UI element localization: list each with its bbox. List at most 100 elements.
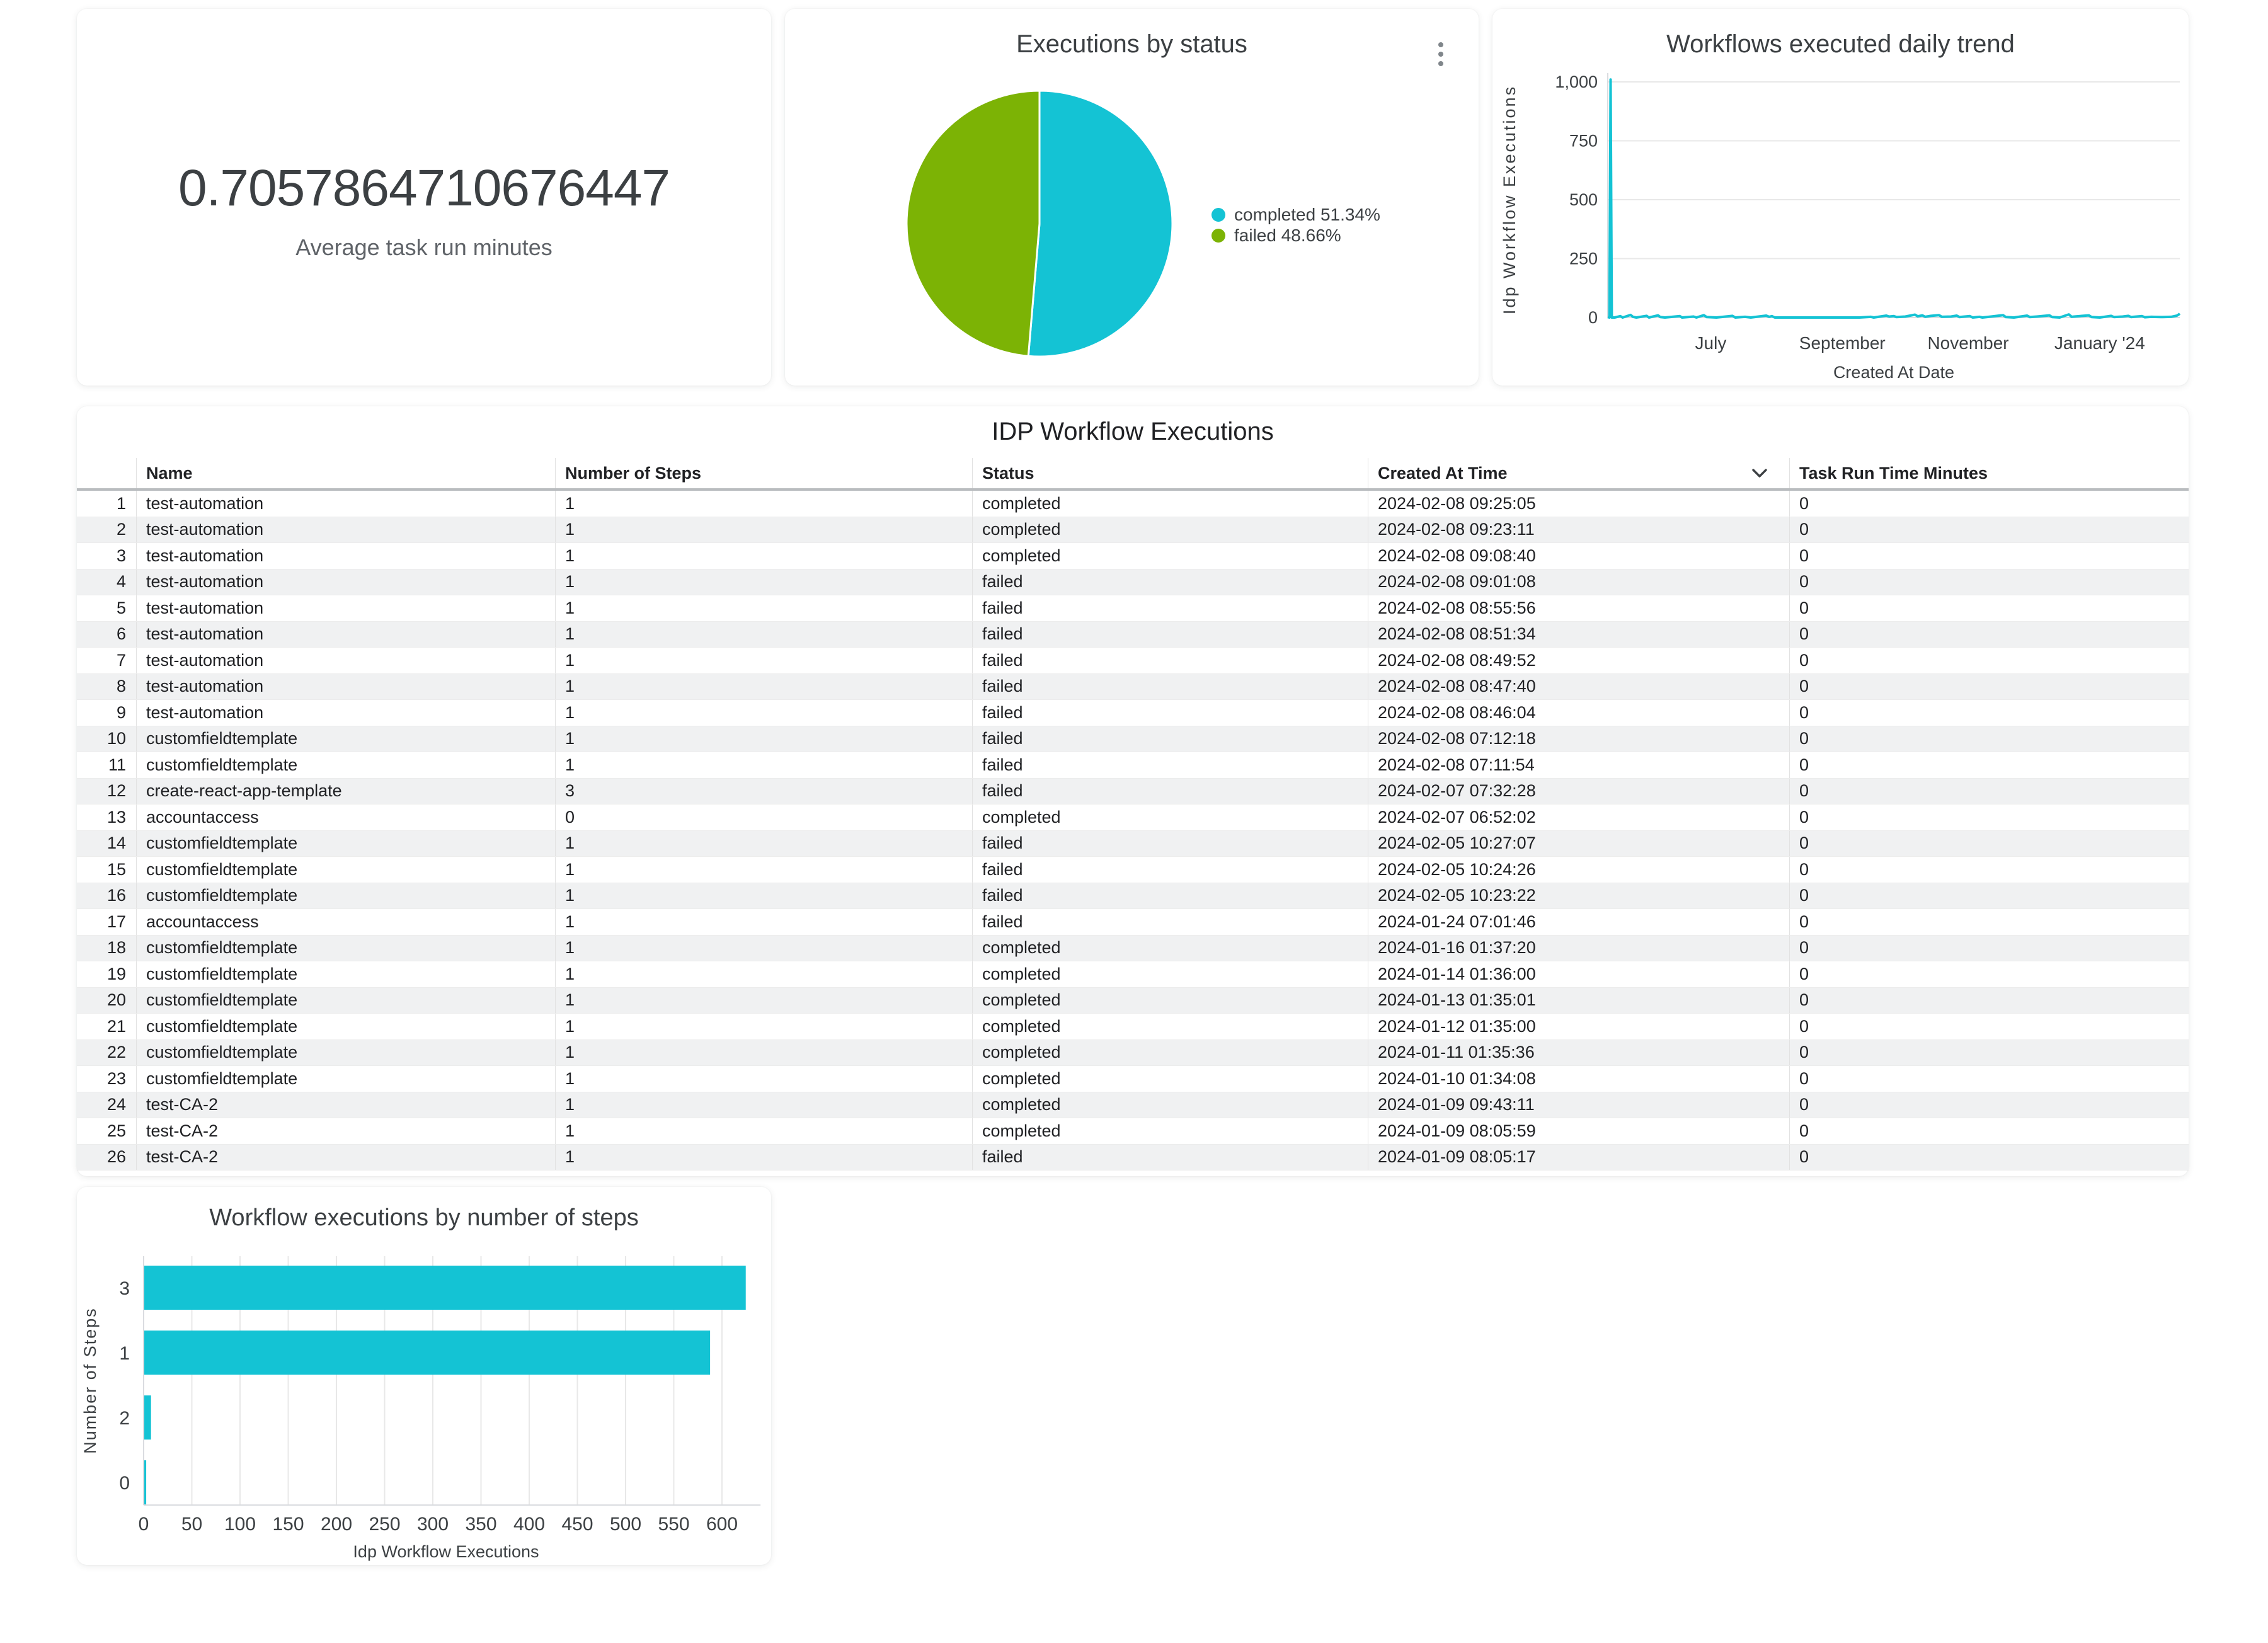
table-row: 24 test-CA-2 1 completed 2024-01-09 09:43:11… [77, 1092, 2189, 1118]
cell-rownum: 23 [106, 1068, 126, 1088]
cell-rownum: 20 [106, 990, 126, 1010]
cell-rownum: 2 [116, 520, 126, 539]
legend-dot-completed [1211, 207, 1225, 222]
x-tick-label: 50 [181, 1514, 202, 1535]
cell-name: customfieldtemplate [136, 1066, 555, 1092]
cell-rownum: 16 [106, 886, 126, 905]
pie-slice-failed [905, 89, 1041, 357]
cell-status: completed [972, 961, 1368, 987]
cell-task-run: 0 [1789, 1066, 2189, 1092]
y-tick-label: 250 [1569, 249, 1598, 268]
cell-status: failed [972, 857, 1368, 883]
cell-created-at: 2024-01-16 01:37:20 [1368, 935, 1789, 961]
scorecard-average-task-run-minutes: 0.7057864710676447 Average task run minu… [77, 9, 771, 386]
cell-created-at: 2024-02-05 10:24:26 [1368, 857, 1789, 883]
cell-rownum: 18 [106, 938, 126, 958]
cell-rownum: 11 [108, 755, 126, 774]
x-tick-label: 350 [465, 1514, 496, 1535]
cell-task-run: 0 [1789, 1014, 2189, 1039]
cell-name: test-CA-2 [136, 1118, 555, 1144]
cell-name: accountaccess [136, 804, 555, 830]
metric-value: 0.7057864710676447 [178, 159, 670, 217]
table-row: 8 test-automation 1 failed 2024-02-08 08:47:… [77, 673, 2189, 700]
cell-task-run: 0 [1789, 543, 2189, 569]
cell-task-run: 0 [1789, 1039, 2189, 1065]
cell-steps: 1 [555, 1039, 972, 1065]
cell-name: customfieldtemplate [136, 961, 555, 987]
card-workflow-executions-by-number-of-steps: Workflow executions by number of steps 0… [77, 1187, 771, 1565]
kebab-menu-icon[interactable] [1428, 31, 1453, 77]
table-row: 12 create-react-app-template 3 failed 2024-0… [77, 778, 2189, 804]
legend-dot-failed [1211, 228, 1225, 243]
y-tick-label: 0 [1588, 308, 1598, 327]
table-body: 1 test-automation 1 completed 2024-02-08 09:… [77, 491, 2189, 1171]
table-row: 19 customfieldtemplate 1 completed 2024-01-1… [77, 961, 2189, 988]
column-header-task-run-time-minutes[interactable]: Task Run Time Minutes [1789, 458, 2189, 488]
column-header-rownum [77, 458, 136, 488]
x-tick-label: 600 [706, 1514, 738, 1535]
card-idp-workflow-executions: IDP Workflow Executions Name Number of S… [77, 406, 2189, 1176]
cell-name: create-react-app-template [136, 778, 555, 804]
cell-steps: 1 [555, 1118, 972, 1144]
cell-created-at: 2024-02-07 07:32:28 [1368, 778, 1789, 804]
table-row: 22 customfieldtemplate 1 completed 2024-01-1… [77, 1039, 2189, 1066]
trend-line [1607, 78, 2181, 319]
cell-task-run: 0 [1789, 491, 2189, 517]
cell-created-at: 2024-02-08 09:08:40 [1368, 543, 1789, 569]
pie-legend: completed 51.34% failed 48.66% [1211, 204, 1380, 246]
cell-task-run: 0 [1789, 648, 2189, 673]
cell-name: customfieldtemplate [136, 1039, 555, 1065]
column-header-name[interactable]: Name [136, 458, 555, 488]
cell-status: completed [972, 1066, 1368, 1092]
cell-name: customfieldtemplate [136, 857, 555, 883]
cell-steps: 1 [555, 648, 972, 673]
cell-created-at: 2024-02-08 08:47:40 [1368, 673, 1789, 699]
cell-created-at: 2024-01-14 01:36:00 [1368, 961, 1789, 987]
cell-status: completed [972, 543, 1368, 569]
table-header: Name Number of Steps Status Created At T… [77, 458, 2189, 491]
x-tick-label: July [1695, 333, 1727, 353]
bar-steps-0 [144, 1460, 147, 1504]
x-tick-label: 0 [139, 1514, 149, 1535]
cell-steps: 1 [555, 700, 972, 726]
column-header-status[interactable]: Status [972, 458, 1368, 488]
cell-task-run: 0 [1789, 909, 2189, 935]
cell-created-at: 2024-02-08 09:01:08 [1368, 569, 1789, 595]
cell-steps: 1 [555, 830, 972, 856]
cell-status: failed [972, 778, 1368, 804]
column-header-number-of-steps[interactable]: Number of Steps [555, 458, 972, 488]
cell-rownum: 25 [106, 1121, 126, 1140]
cell-rownum: 26 [106, 1147, 126, 1167]
cell-task-run: 0 [1789, 621, 2189, 647]
cell-created-at: 2024-01-09 08:05:59 [1368, 1118, 1789, 1144]
cell-name: test-CA-2 [136, 1092, 555, 1118]
sort-descending-icon[interactable] [1751, 468, 1768, 478]
column-header-created-at-time[interactable]: Created At Time [1368, 458, 1789, 488]
x-tick-label: 450 [561, 1514, 593, 1535]
cell-name: customfieldtemplate [136, 987, 555, 1013]
line-chart-title: Workflows executed daily trend [1666, 30, 2015, 58]
y-category-label: 1 [119, 1343, 130, 1364]
card-workflows-executed-daily-trend: Workflows executed daily trend 0 250 500 75… [1492, 9, 2189, 386]
cell-created-at: 2024-02-08 09:25:05 [1368, 491, 1789, 517]
cell-steps: 0 [555, 804, 972, 830]
cell-status: failed [972, 621, 1368, 647]
cell-status: failed [972, 1144, 1368, 1170]
cell-created-at: 2024-02-08 08:55:56 [1368, 595, 1789, 621]
cell-rownum: 9 [116, 702, 126, 722]
cell-rownum: 14 [106, 833, 126, 853]
x-tick-label: 500 [610, 1514, 641, 1535]
y-category-label: 0 [119, 1473, 130, 1494]
cell-task-run: 0 [1789, 883, 2189, 908]
table-row: 3 test-automation 1 completed 2024-02-08 09:… [77, 543, 2189, 570]
cell-name: test-automation [136, 517, 555, 542]
x-tick-label: January '24 [2054, 333, 2145, 353]
cell-steps: 1 [555, 1144, 972, 1170]
cell-task-run: 0 [1789, 804, 2189, 830]
cell-created-at: 2024-01-24 07:01:46 [1368, 909, 1789, 935]
table-row: 11 customfieldtemplate 1 failed 2024-02-08 0… [77, 752, 2189, 779]
table-row: 14 customfieldtemplate 1 failed 2024-02-05 1… [77, 830, 2189, 857]
cell-name: accountaccess [136, 909, 555, 935]
cell-steps: 1 [555, 1014, 972, 1039]
cell-steps: 1 [555, 517, 972, 542]
